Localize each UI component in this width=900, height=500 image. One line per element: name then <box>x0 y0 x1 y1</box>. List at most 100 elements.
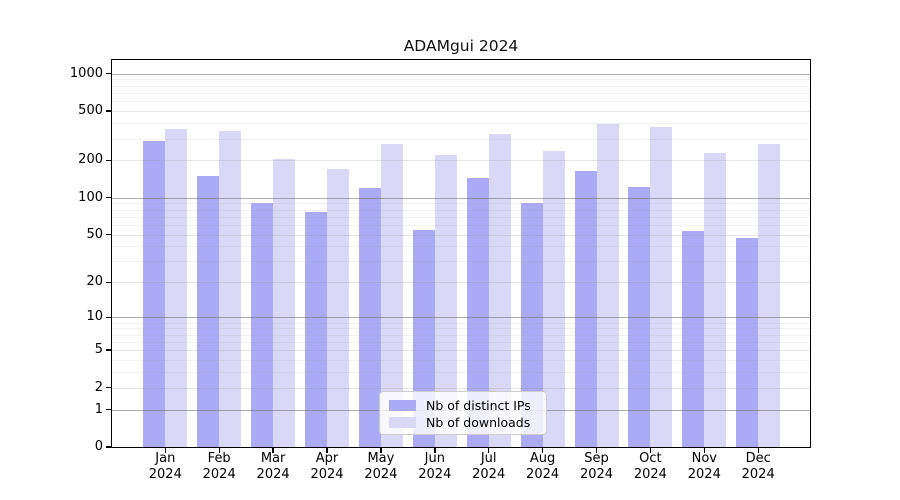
x-tick-label: May 2024 <box>350 451 412 483</box>
x-tick-month: Jul <box>480 451 497 466</box>
x-tick-label: Mar 2024 <box>242 451 304 483</box>
x-tick-label: Feb 2024 <box>188 451 250 483</box>
bar-downloads <box>219 131 242 447</box>
y-tick-label: 5 <box>94 342 103 358</box>
bar-downloads <box>488 133 511 447</box>
x-tick-month: May <box>367 451 395 466</box>
y-tick-mark <box>106 386 112 389</box>
y-tick-label: 20 <box>86 274 103 290</box>
x-tick-year: 2024 <box>633 467 667 482</box>
x-tick-year: 2024 <box>148 467 182 482</box>
bars-layer <box>112 60 810 447</box>
x-tick-label: Nov 2024 <box>673 451 735 483</box>
x-tick-month: Feb <box>207 451 231 466</box>
x-tick-mark <box>380 448 382 453</box>
y-tick-label: 2 <box>94 379 103 395</box>
y-tick-mark <box>106 72 112 75</box>
bar-downloads <box>165 129 188 447</box>
x-tick-mark <box>487 448 490 453</box>
y-tick-label: 500 <box>78 103 103 118</box>
bar-distinct-ips <box>736 237 759 447</box>
x-tick-month: Oct <box>639 451 662 466</box>
y-tick-mark <box>106 196 112 199</box>
x-tick-mark <box>595 448 598 453</box>
legend: Nb of distinct IPs Nb of downloads <box>379 391 547 435</box>
x-tick-month: Dec <box>745 451 771 466</box>
bar-downloads <box>380 144 403 447</box>
x-tick-label: Sep 2024 <box>566 451 628 483</box>
x-tick-label: Jan 2024 <box>134 451 196 483</box>
x-tick-mark <box>757 448 759 453</box>
x-tick-year: 2024 <box>202 467 236 482</box>
x-tick-label: Dec 2024 <box>727 451 789 483</box>
bar-distinct-ips <box>358 188 381 447</box>
legend-label: Nb of downloads <box>426 414 531 430</box>
bar-downloads <box>758 144 781 447</box>
bar-downloads <box>434 155 457 447</box>
bar-distinct-ips <box>520 203 543 447</box>
bar-distinct-ips <box>628 187 651 447</box>
y-tick-label: 100 <box>78 189 103 205</box>
x-tick-year: 2024 <box>364 467 398 482</box>
x-tick-month: Apr <box>315 451 339 466</box>
x-tick-year: 2024 <box>687 467 721 482</box>
y-tick-mark <box>106 281 112 284</box>
y-tick-label: 1 <box>94 401 103 417</box>
x-tick-year: 2024 <box>579 467 614 482</box>
y-tick-mark <box>106 316 112 319</box>
x-tick-year: 2024 <box>526 467 560 482</box>
legend-row: Nb of distinct IPs <box>389 397 538 413</box>
x-tick-label: Apr 2024 <box>296 451 358 483</box>
x-tick-mark <box>434 448 436 453</box>
x-tick-year: 2024 <box>418 467 452 482</box>
bar-distinct-ips <box>682 231 705 447</box>
bar-distinct-ips <box>143 140 166 447</box>
x-tick-year: 2024 <box>256 467 290 482</box>
bar-distinct-ips <box>466 178 489 447</box>
x-tick-mark <box>541 448 544 453</box>
y-tick-label: 10 <box>86 309 103 325</box>
x-tick-mark <box>703 448 705 453</box>
x-tick-label: Jun 2024 <box>404 451 466 483</box>
x-tick-month: Jun <box>424 451 445 466</box>
legend-label: Nb of distinct IPs <box>426 397 531 413</box>
chart-title: ADAMgui 2024 <box>403 37 519 55</box>
x-tick-month: Mar <box>260 451 286 466</box>
y-tick-label: 1000 <box>69 65 103 81</box>
x-tick-mark <box>164 448 167 453</box>
x-tick-mark <box>272 448 274 453</box>
y-tick-mark <box>106 110 112 112</box>
y-tick-mark <box>106 446 112 448</box>
x-tick-month: Aug <box>529 451 556 466</box>
bar-distinct-ips <box>305 212 327 447</box>
x-tick-year: 2024 <box>472 467 506 482</box>
x-tick-year: 2024 <box>741 467 775 482</box>
x-tick-month: Jan <box>155 451 176 466</box>
x-tick-label: Oct 2024 <box>619 451 681 483</box>
y-tick-mark <box>106 233 112 236</box>
bar-downloads <box>273 159 296 447</box>
bar-downloads <box>327 169 349 447</box>
bar-downloads <box>650 127 673 447</box>
legend-row: Nb of downloads <box>389 414 538 430</box>
y-tick-mark <box>106 159 112 161</box>
bar-distinct-ips <box>251 203 274 447</box>
y-tick-mark <box>106 349 112 351</box>
bar-downloads <box>542 150 565 447</box>
x-tick-label: Aug 2024 <box>512 451 574 483</box>
x-tick-month: Sep <box>584 451 609 466</box>
y-tick-mark <box>106 408 112 411</box>
bar-downloads <box>704 152 727 447</box>
y-tick-label: 50 <box>86 226 103 242</box>
y-tick-label: 200 <box>78 152 103 168</box>
x-tick-mark <box>218 448 220 453</box>
x-tick-month: Nov <box>691 451 717 466</box>
bar-downloads <box>596 123 619 447</box>
x-tick-label: Jul 2024 <box>458 451 520 483</box>
bar-distinct-ips <box>574 170 597 447</box>
x-tick-mark <box>649 448 652 453</box>
legend-swatch <box>389 399 416 411</box>
y-tick-label: 0 <box>94 439 103 454</box>
x-tick-mark <box>326 448 328 453</box>
